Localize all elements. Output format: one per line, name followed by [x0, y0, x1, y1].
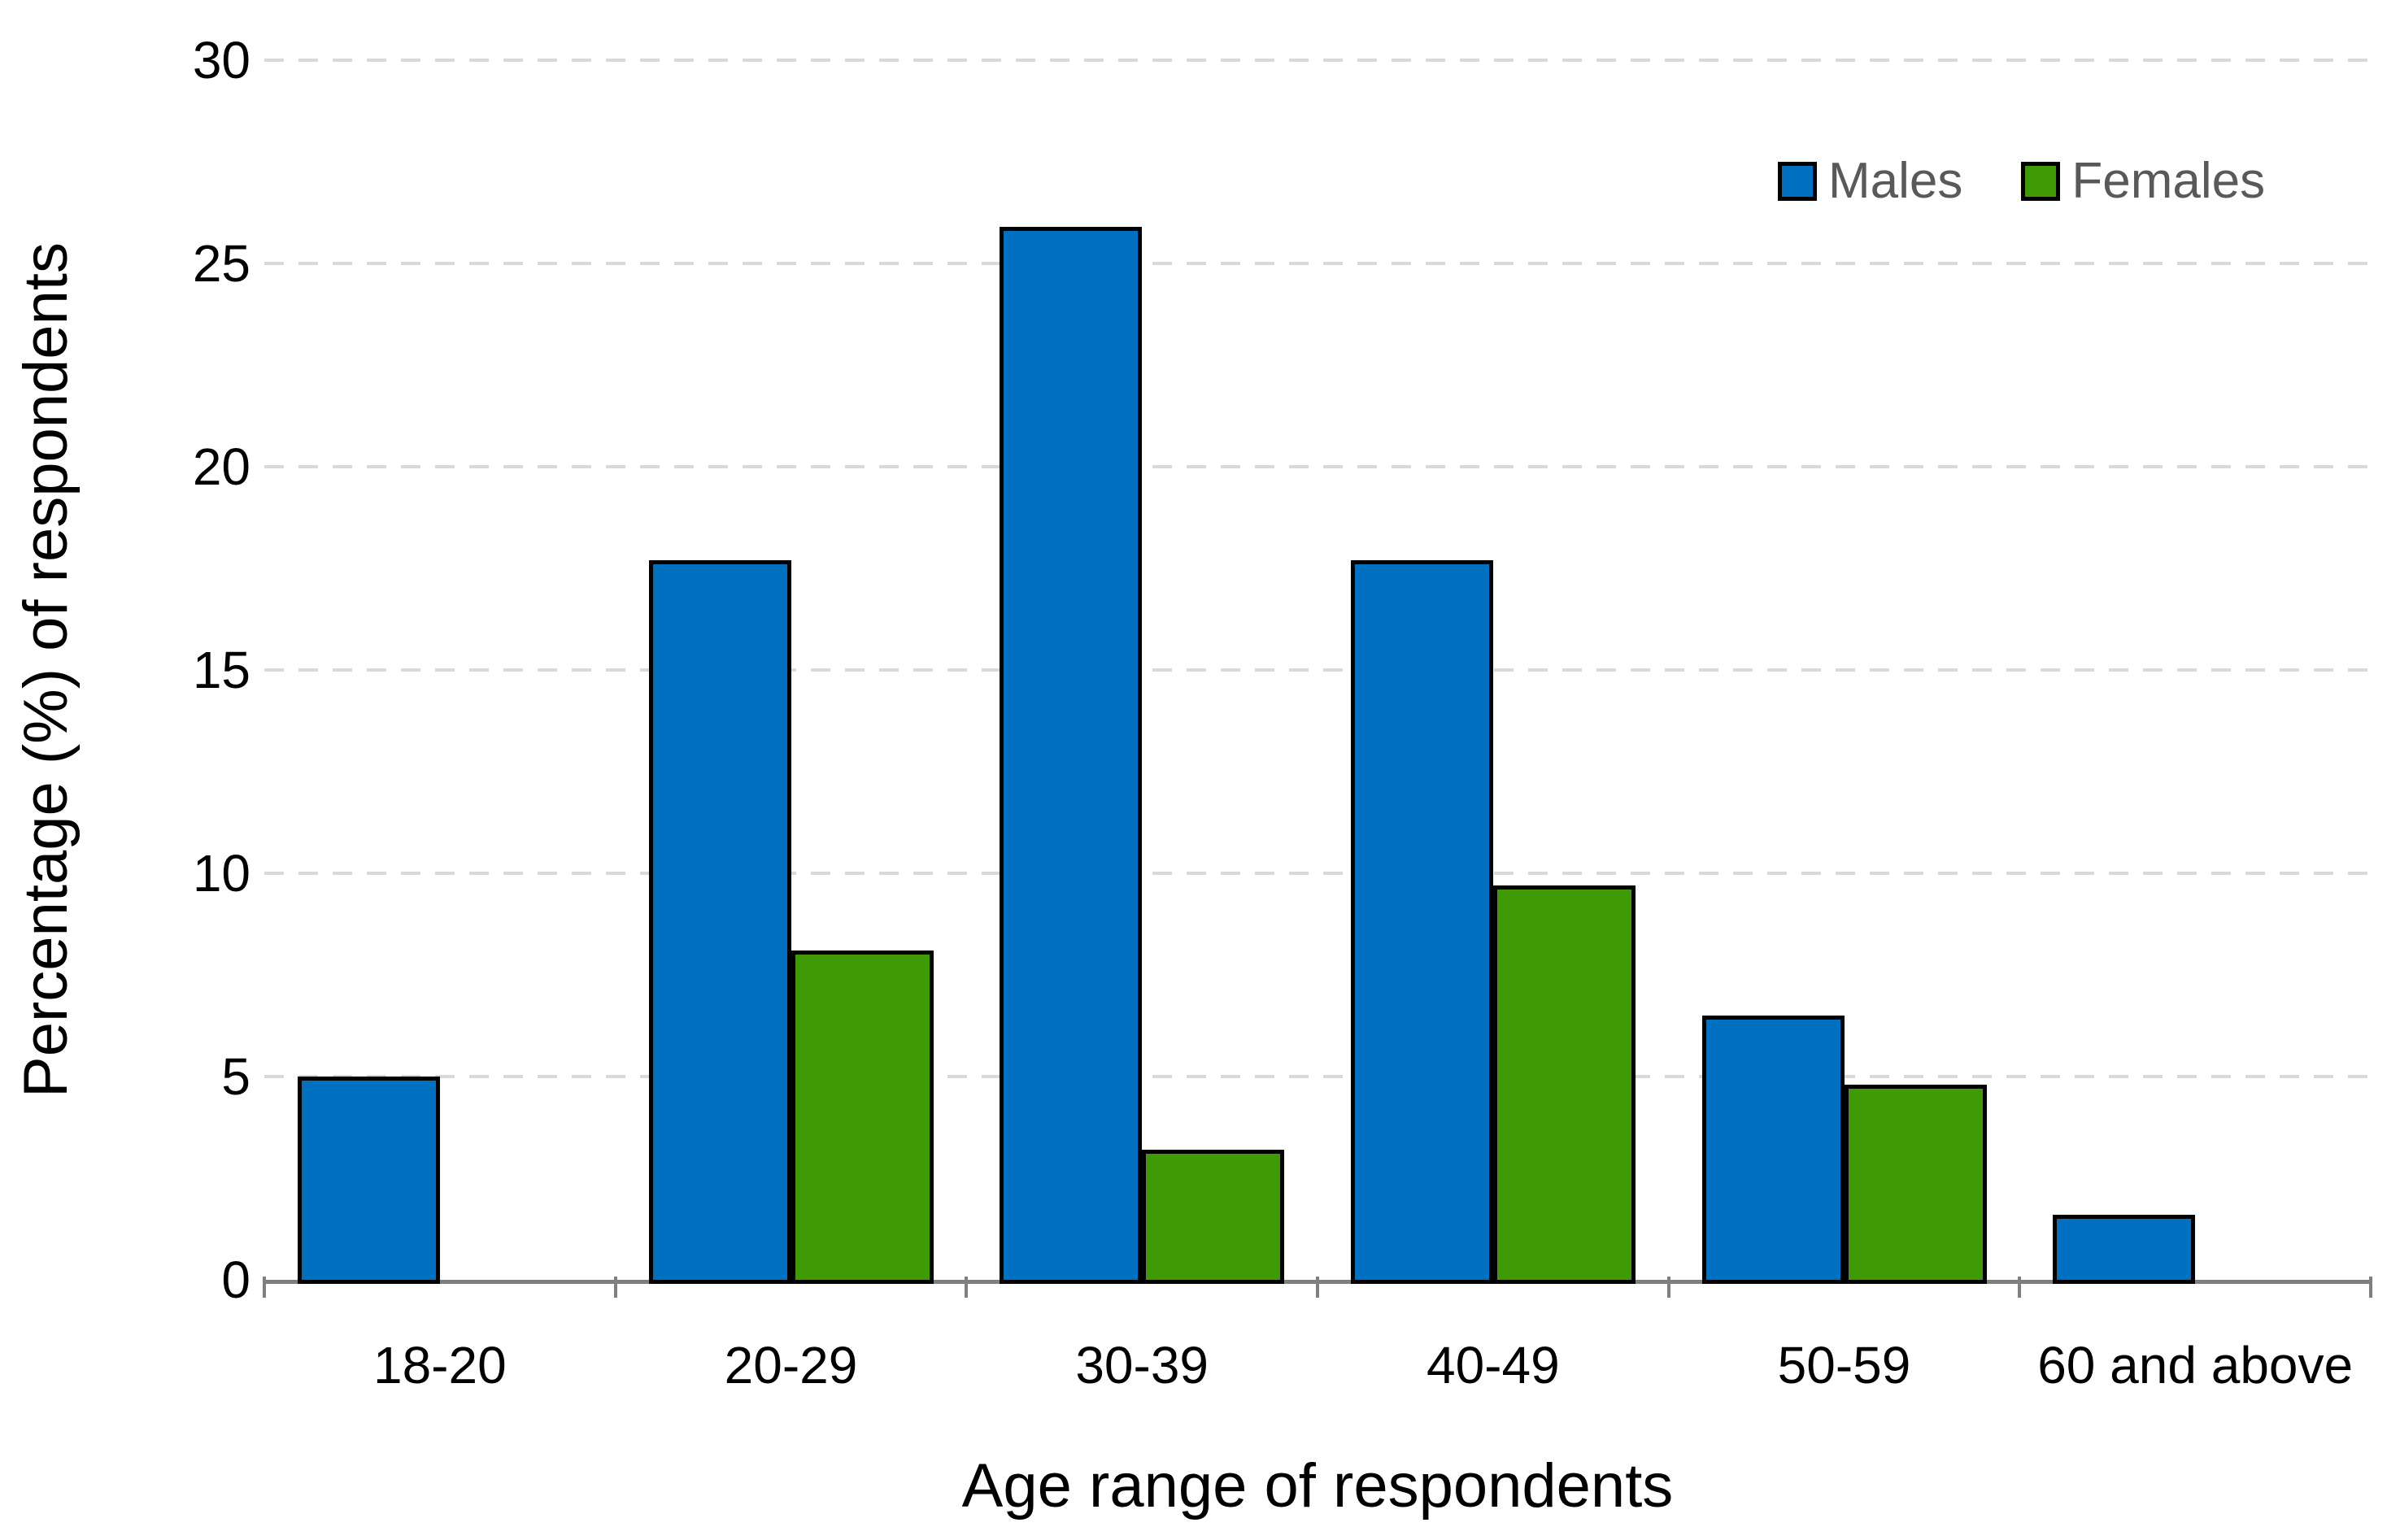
x-axis-tick — [263, 1277, 266, 1298]
y-tick-label: 25 — [192, 234, 250, 293]
x-tick-label: 18-20 — [372, 1336, 507, 1394]
females-swatch-icon — [2021, 162, 2061, 201]
legend-label-females: Females — [2071, 153, 2266, 209]
y-gridline — [264, 59, 2371, 62]
legend-label-males: Males — [1828, 153, 1963, 209]
y-gridline — [264, 668, 2371, 672]
x-tick-label: 20-29 — [724, 1336, 858, 1394]
y-tick-label: 20 — [192, 437, 250, 496]
y-tick-label: 0 — [221, 1251, 250, 1309]
y-gridline — [264, 465, 2371, 468]
y-tick-label: 10 — [192, 844, 250, 903]
bar-females-40-49 — [1492, 885, 1636, 1284]
bar-females-30-39 — [1142, 1150, 1285, 1284]
y-gridline — [264, 872, 2371, 875]
legend-item-females: Females — [2021, 153, 2265, 210]
y-tick-label: 5 — [221, 1047, 250, 1106]
x-axis-tick — [1316, 1277, 1319, 1298]
bar-males-18-20 — [297, 1077, 440, 1284]
y-gridline — [264, 1075, 2371, 1078]
legend-item-males: Males — [1778, 153, 1962, 210]
x-axis-tick — [2369, 1277, 2372, 1298]
x-axis-tick — [965, 1277, 969, 1298]
x-axis-tick — [613, 1277, 617, 1298]
legend: Males Females — [1778, 153, 2265, 210]
x-tick-label: 30-39 — [1075, 1336, 1209, 1394]
bar-males-60-and-above — [2053, 1215, 2196, 1284]
bar-females-20-29 — [791, 951, 934, 1284]
bar-males-30-39 — [1000, 227, 1143, 1284]
bar-males-50-59 — [1701, 1016, 1845, 1284]
x-tick-label: 50-59 — [1777, 1336, 1911, 1394]
bar-males-20-29 — [648, 560, 791, 1284]
x-axis-tick — [2018, 1277, 2022, 1298]
males-swatch-icon — [1778, 162, 1817, 201]
y-gridline — [264, 262, 2371, 265]
x-tick-label: 40-49 — [1426, 1336, 1560, 1394]
y-tick-label: 30 — [192, 31, 250, 89]
bar-males-40-49 — [1350, 560, 1493, 1284]
x-axis-tick — [1666, 1277, 1670, 1298]
x-axis-title: Age range of respondents — [961, 1451, 1674, 1520]
x-tick-label: 60 and above — [2037, 1336, 2354, 1394]
bar-females-50-59 — [1844, 1085, 1987, 1284]
y-tick-label: 15 — [192, 641, 250, 699]
